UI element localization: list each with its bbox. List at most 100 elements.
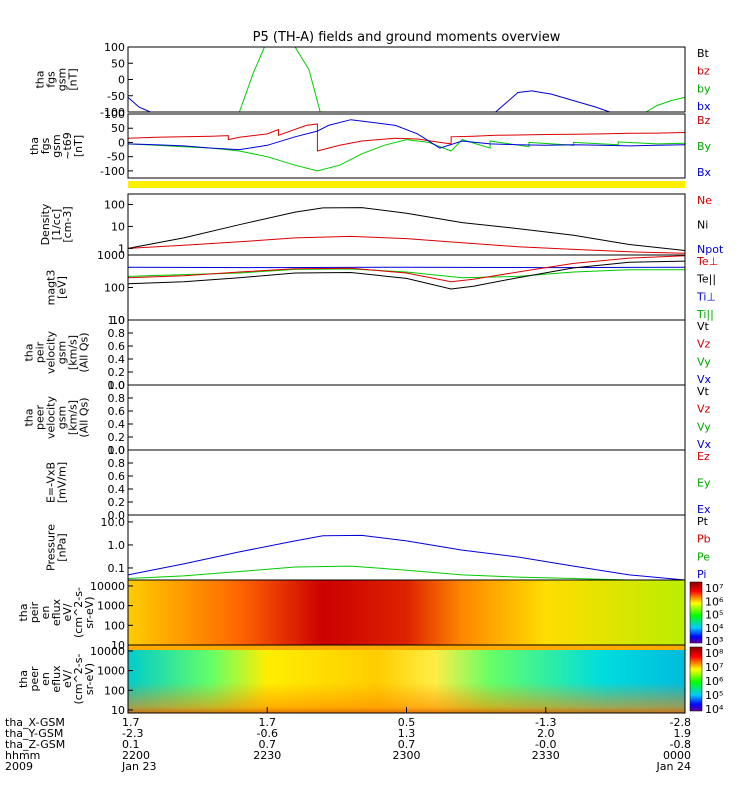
ylabel-line: eV/ [61,603,74,621]
colorbar-peir_spec [689,581,703,644]
footer-label: tha_X-GSM [5,716,65,729]
ylabel-line: [eV] [56,276,69,299]
ylabel-line: sr-eV) [83,596,96,628]
ytick-label: 0.6 [108,340,126,353]
ylabel-line: eV/ [61,670,74,688]
ytick-label: 1.0 [108,314,126,327]
colorbar-label: 10³ [705,635,723,648]
footer-value: -0.8 [670,738,691,751]
ytick-label: 100 [104,282,125,295]
ytick-label: 0 [118,136,125,149]
ytick-label: 0 [118,74,125,87]
legend-fgs: by [697,82,711,95]
panel-frame-peer_vel [127,384,686,451]
series-temp-Te⊥ [127,255,686,283]
ytick-label: 100 [104,684,125,697]
colorbar-label: 10⁶ [705,675,724,688]
legend-density: Npot [697,243,724,256]
series-fgh-Bx [127,119,686,151]
ytick-label: 100 [104,198,125,211]
ylabel-line: gsm [56,406,69,429]
ytick-label: -100 [100,106,125,119]
ylabel-line: [km/s] [67,335,80,370]
panel-frame-fgh [127,113,686,179]
ytick-label: 0.0 [108,509,126,522]
ylabel-line: peir [34,341,47,363]
footer-value: 2.0 [537,727,555,740]
ylabel-line: [nT] [72,135,85,157]
ylabel-line: magt3 [45,270,58,306]
series-fgh-Bz [127,123,686,152]
ytick-label: 0.2 [108,366,126,379]
legend-density: Ne [697,194,712,207]
legend-fgh: Bz [697,114,711,127]
ylabel-line: eflux [50,598,63,626]
series-pressure-Pi [127,534,686,581]
footer-value: 0000 [663,749,691,762]
footer-value: 1.7 [259,716,277,729]
colorbar-label: 10⁴ [705,703,724,716]
footer-label: 2009 [5,760,33,773]
ylabel-line: velocity [45,396,58,439]
legend-temp: Ti⊥ [696,290,716,303]
ytick-label: 100 [104,619,125,632]
footer-value: -1.3 [535,716,556,729]
series-fgs-by [645,96,686,113]
ytick-label: 100 [104,108,125,121]
series-density-Ni [127,207,686,251]
footer-label: tha_Y-GSM [5,727,63,740]
series-fgs-bx [127,97,151,113]
ylabel-line: tha [17,603,30,621]
legend-fgh: By [697,140,712,153]
footer-value: 0.5 [398,716,416,729]
ylabel-line: en [39,672,52,686]
panel-frame-fgs [127,46,686,113]
ytick-label: 100 [104,41,125,54]
legend-peer_vel: Vt [697,385,710,398]
ytick-label: 0.2 [108,496,126,509]
ylabel-line: tha [34,70,47,88]
ytick-label: 0.4 [108,418,126,431]
ylabel-line: velocity [45,331,58,374]
ylabel-line: E=-VxB [45,462,58,503]
footer-value: 2200 [122,749,150,762]
ytick-label: 10 [111,704,125,717]
ylabel-line: peer [28,666,41,692]
series-fgh-By [127,139,686,172]
ytick-label: 1.0 [108,379,126,392]
ytick-label: -50 [107,90,125,103]
ylabel-line: [nPa] [56,533,69,561]
legend-temp: Te⊥ [696,255,718,268]
ytick-label: 0.8 [108,392,126,405]
ylabel-line: (All Qs) [78,397,91,437]
colorbar-label: 10⁸ [705,647,724,660]
ylabel-line: (cm^2-s- [72,587,85,638]
footer-value: 1.7 [122,716,140,729]
legend-peir_vel: Vt [697,320,710,333]
footer-label: hhmm [5,749,40,762]
footer-value: 1.9 [674,727,692,740]
ytick-label: 0.6 [108,470,126,483]
ytick-label: 10 [111,314,125,327]
footer-value: 0.1 [122,738,140,751]
legend-fgs: bx [697,100,711,113]
legend-fgs: bz [697,65,710,78]
ytick-label: 10.0 [101,516,126,529]
legend-fgs: Bt [697,47,710,60]
footer-value: 0.7 [259,738,277,751]
colorbar-peer_spec [689,646,703,712]
series-temp-Te|| [127,260,686,290]
footer-value: Jan 24 [656,760,691,773]
legend-pressure: Pt [697,515,709,528]
colorbar-label: 10⁵ [705,689,723,702]
footer-value: -2.3 [122,727,143,740]
ylabel-line: [nT] [67,68,80,90]
colorbar-label: 10⁷ [705,661,723,674]
ylabel-line: peir [28,601,41,623]
ytick-label: 0.6 [108,405,126,418]
ylabel-line: fgs [39,137,52,154]
ytick-label: 1.0 [108,444,126,457]
ytick-label: 0.0 [108,379,126,392]
legend-peir_vel: Vx [697,373,712,386]
ylabel-line: (All Qs) [78,332,91,372]
